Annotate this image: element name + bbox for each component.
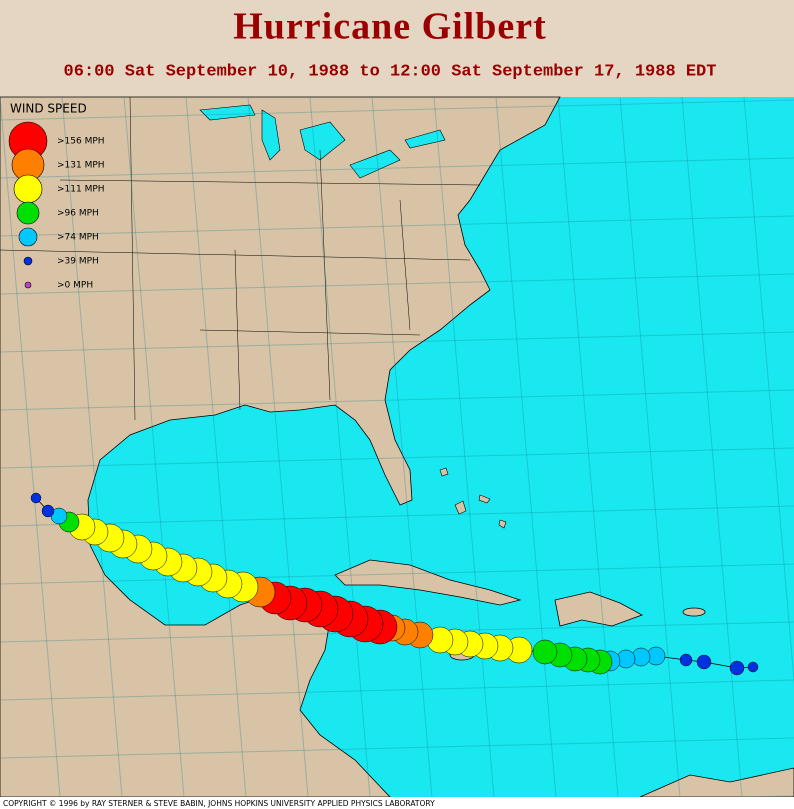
title: Hurricane Gilbert	[233, 6, 547, 48]
grid-line	[0, 215, 794, 237]
legend-label: >39 MPH	[57, 257, 99, 267]
legend-marker	[13, 174, 43, 204]
bahamas	[439, 467, 507, 529]
grid-line	[0, 679, 794, 701]
grid-line	[681, 96, 743, 798]
grid-line	[0, 505, 794, 527]
footer-band	[0, 797, 794, 809]
grid-line	[371, 96, 433, 798]
track-point	[729, 660, 745, 676]
grid-line	[185, 96, 247, 798]
legend-label: >111 MPH	[57, 185, 105, 195]
legend-label: >0 MPH	[57, 281, 93, 291]
legend: WIND SPEED >156 MPH >131 MPH >111 MPH >96 M…	[8, 102, 105, 291]
map	[0, 96, 794, 809]
grid-line	[0, 737, 794, 759]
legend-label: >156 MPH	[57, 137, 105, 147]
grid-line	[0, 96, 61, 798]
grid-line	[247, 96, 309, 798]
puerto-rico	[682, 607, 706, 617]
legend-marker	[23, 256, 33, 266]
state-borders	[0, 96, 481, 421]
grid	[0, 96, 794, 809]
storm-track	[30, 492, 759, 676]
legend-title: WIND SPEED	[10, 102, 87, 116]
grid-line	[557, 96, 619, 798]
track-point	[696, 654, 712, 670]
subtitle: 06:00 Sat September 10, 1988 to 12:00 Sa…	[64, 62, 717, 81]
legend-label: >131 MPH	[57, 161, 105, 171]
grid-line	[0, 99, 794, 121]
legend-marker	[16, 201, 40, 225]
grid-line	[61, 96, 123, 798]
grid-line	[0, 563, 794, 585]
track-point	[747, 661, 759, 673]
legend-marker	[18, 227, 38, 247]
grid-line	[0, 157, 794, 179]
grid-line	[0, 331, 794, 353]
track-point	[30, 492, 42, 504]
copyright: COPYRIGHT © 1996 by RAY STERNER & STEVE …	[3, 799, 435, 808]
grid-line	[0, 389, 794, 411]
track-point	[532, 639, 558, 665]
track-point	[679, 653, 693, 667]
hispaniola	[554, 591, 643, 627]
legend-label: >96 MPH	[57, 209, 99, 219]
grid-line	[309, 96, 371, 798]
grid-line	[743, 96, 794, 687]
grid-line	[0, 273, 794, 295]
grid-line	[123, 96, 185, 798]
cuba	[334, 559, 522, 606]
grid-line	[433, 96, 495, 798]
legend-label: >74 MPH	[57, 233, 99, 243]
great-lakes	[199, 104, 446, 179]
grid-line	[0, 447, 794, 469]
grid-line	[495, 96, 557, 798]
track-point	[41, 504, 55, 518]
legend-marker	[24, 281, 32, 289]
grid-line	[619, 96, 681, 798]
